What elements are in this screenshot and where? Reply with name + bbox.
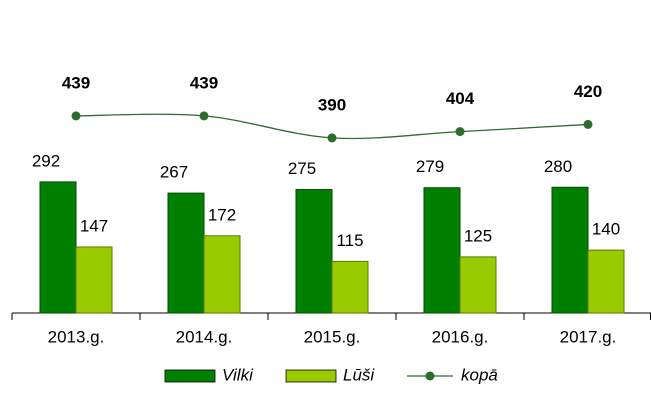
x-tick-label: 2014.g. bbox=[176, 327, 233, 346]
bar bbox=[587, 249, 625, 314]
line-point bbox=[455, 127, 465, 137]
data-label: 275 bbox=[288, 159, 316, 178]
data-label: 172 bbox=[208, 205, 236, 224]
bar bbox=[459, 256, 497, 314]
data-label: 439 bbox=[190, 73, 218, 92]
data-label: 280 bbox=[544, 157, 572, 176]
x-tick-label: 2015.g. bbox=[304, 327, 361, 346]
data-label: 292 bbox=[32, 151, 60, 170]
x-tick-label: 2013.g. bbox=[48, 327, 105, 346]
data-label: 279 bbox=[416, 157, 444, 176]
data-label: 267 bbox=[160, 163, 188, 182]
legend-label: kopā bbox=[461, 365, 498, 384]
data-label: 140 bbox=[592, 220, 620, 239]
data-label: 115 bbox=[336, 231, 363, 250]
data-label: 420 bbox=[574, 82, 602, 101]
data-label: 439 bbox=[62, 73, 90, 92]
data-label: 147 bbox=[80, 216, 108, 235]
bar bbox=[331, 260, 369, 314]
bar bbox=[423, 187, 461, 314]
bar bbox=[39, 181, 77, 314]
line-point bbox=[327, 133, 337, 143]
bar bbox=[167, 192, 205, 314]
line-point bbox=[71, 111, 81, 121]
legend-swatch bbox=[164, 369, 216, 383]
line-point bbox=[583, 119, 593, 129]
legend-marker bbox=[425, 371, 435, 381]
data-label: 125 bbox=[464, 226, 492, 245]
bar bbox=[75, 246, 113, 314]
x-tick-label: 2016.g. bbox=[432, 327, 489, 346]
x-tick-label: 2017.g. bbox=[560, 327, 617, 346]
bar bbox=[295, 189, 333, 314]
bar bbox=[203, 235, 241, 314]
legend-label: Lūši bbox=[343, 365, 375, 384]
legend-swatch bbox=[285, 369, 337, 383]
legend-label: Vilki bbox=[222, 365, 254, 384]
data-label: 404 bbox=[446, 89, 475, 108]
line-point bbox=[199, 111, 209, 121]
data-label: 390 bbox=[318, 95, 346, 114]
bar bbox=[551, 186, 589, 314]
